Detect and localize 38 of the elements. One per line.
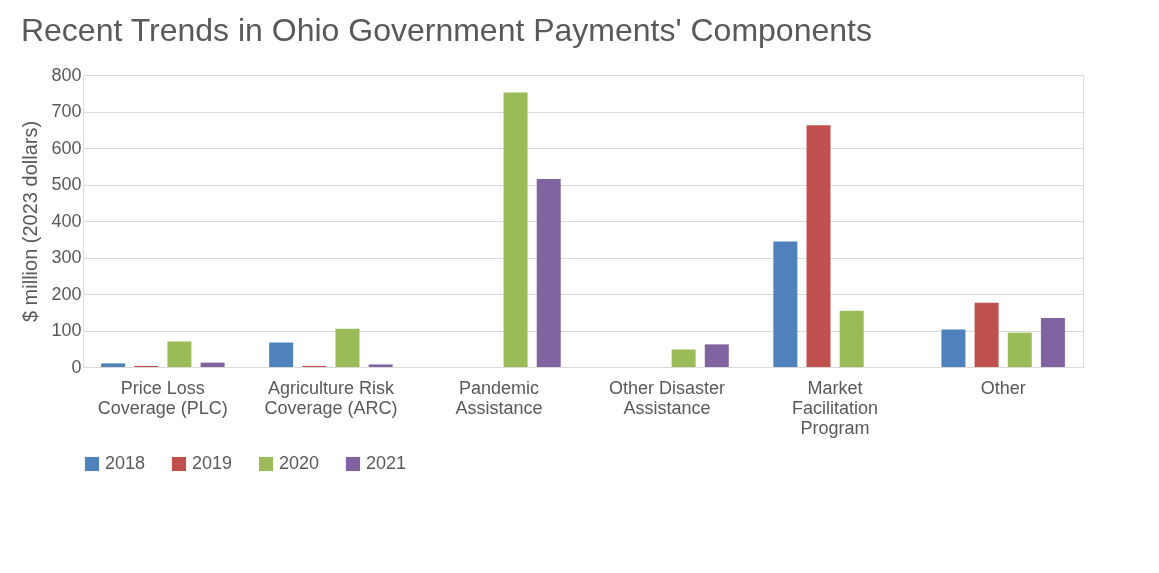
legend-label: 2021	[366, 453, 407, 473]
x-tick-label: Pandemic Assistance	[455, 377, 543, 418]
bar	[269, 342, 294, 367]
bar	[368, 364, 393, 367]
y-axis-title: $ million (2023 dollars)	[19, 120, 42, 323]
bar	[806, 125, 831, 367]
x-tick-label: Other	[980, 377, 1026, 398]
x-tick-label: Agriculture Risk Coverage (ARC)	[264, 377, 398, 418]
bar	[200, 362, 225, 367]
y-tick-label: 600	[51, 137, 82, 158]
bar	[1007, 332, 1032, 367]
y-tick-label: 300	[51, 247, 82, 267]
y-tick-label: 200	[51, 283, 82, 304]
legend-label: 2019	[192, 453, 233, 473]
y-tick-label: 700	[51, 101, 82, 121]
bar	[773, 241, 798, 367]
y-tick-label: 500	[51, 174, 82, 194]
y-tick-label: 100	[51, 320, 82, 340]
y-tick-label: 400	[51, 210, 82, 231]
bar	[101, 363, 126, 367]
legend-label: 2020	[279, 453, 320, 473]
bar	[941, 329, 966, 367]
x-tick-label: Other Disaster Assistance	[609, 377, 726, 418]
bar	[335, 328, 360, 367]
bar	[1040, 318, 1065, 367]
bar	[536, 179, 561, 367]
x-tick-label: Price Loss Coverage (PLC)	[97, 377, 228, 418]
x-tick-label: Market Facilitation Program	[792, 377, 879, 438]
bar	[704, 344, 729, 367]
legend-label: 2018	[105, 453, 146, 473]
bar	[671, 349, 696, 367]
bar	[974, 302, 999, 367]
bar	[503, 92, 528, 367]
y-tick-label: 800	[51, 64, 82, 85]
chart-title: Recent Trends in Ohio Government Payments' Components	[20, 12, 872, 48]
y-tick-label: 0	[71, 356, 82, 377]
bar	[839, 310, 864, 367]
bar	[167, 341, 192, 367]
